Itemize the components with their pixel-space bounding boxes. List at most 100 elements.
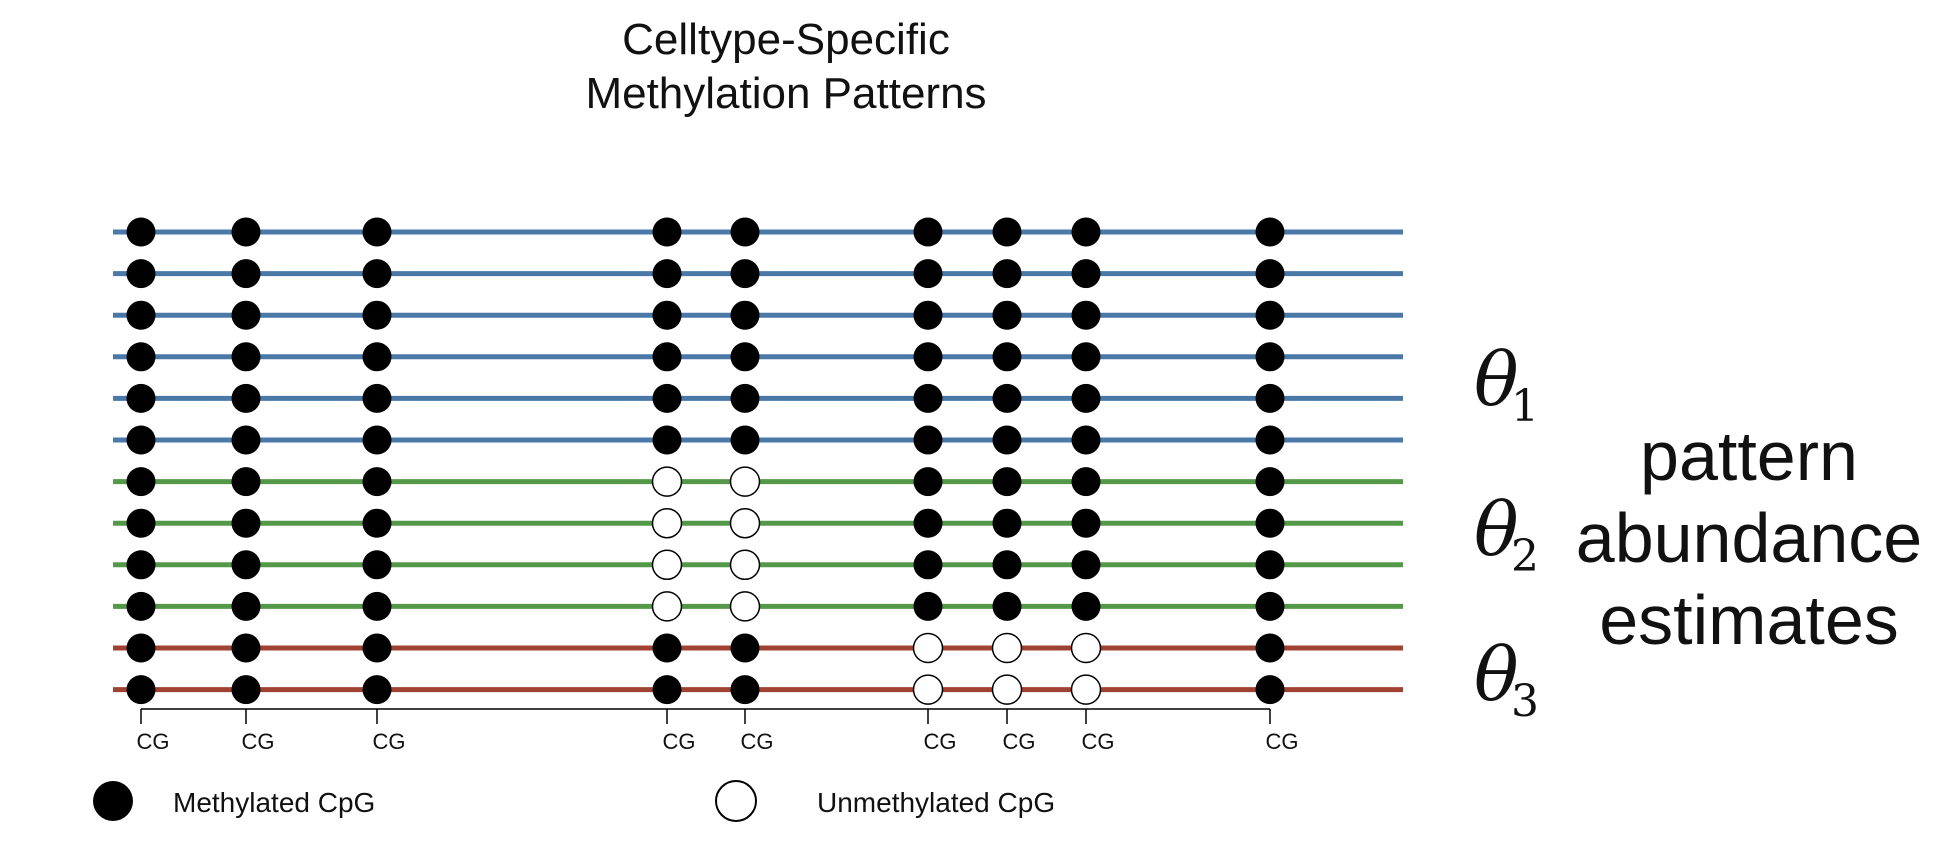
cpg-tick-label: CG: [663, 729, 696, 754]
methylated-cpg-dot: [231, 633, 261, 663]
read-7: [113, 466, 1403, 497]
methylated-cpg-dot: [362, 259, 392, 289]
read-3: [113, 300, 1403, 330]
methylated-cpg-dot: [730, 300, 760, 330]
methylated-cpg-dot: [231, 591, 261, 621]
read-4: [113, 342, 1403, 372]
methylated-cpg-dot: [992, 342, 1022, 372]
unmethylated-cpg-dot: [912, 632, 944, 664]
abundance-label: pattern abundance estimates: [1576, 417, 1922, 659]
methylated-cpg-dot: [652, 217, 682, 247]
methylated-cpg-dot: [1071, 300, 1101, 330]
cpg-tick-label: CG: [373, 729, 406, 754]
methylated-cpg-dot: [1071, 425, 1101, 455]
read-2: [113, 259, 1403, 289]
read-11: [113, 632, 1403, 664]
cpg-tick-label: CG: [924, 729, 957, 754]
methylated-cpg-dot: [1255, 383, 1285, 413]
theta-2-subscript: 2: [1511, 531, 1539, 582]
methylated-cpg-dot: [1071, 591, 1101, 621]
methylated-cpg-dot: [913, 425, 943, 455]
methylated-cpg-dot: [1071, 342, 1101, 372]
methylated-cpg-dot: [913, 300, 943, 330]
methylated-cpg-dot: [1255, 342, 1285, 372]
methylated-cpg-dot: [126, 342, 156, 372]
methylated-cpg-dot: [1255, 217, 1285, 247]
theta-1-symbol: θ: [1474, 337, 1519, 423]
read-9: [113, 549, 1403, 581]
methylated-cpg-dot: [730, 342, 760, 372]
methylated-cpg-dot: [992, 425, 1022, 455]
methylated-cpg-dot: [362, 633, 392, 663]
methylated-cpg-dot: [1071, 508, 1101, 538]
methylated-cpg-dot: [992, 259, 1022, 289]
methylated-cpg-dot: [362, 300, 392, 330]
methylated-cpg-dot: [913, 342, 943, 372]
methylated-cpg-dot: [231, 550, 261, 580]
methylated-cpg-dot: [992, 217, 1022, 247]
abundance-label-line-2: abundance: [1576, 499, 1922, 577]
unmethylated-cpg-dot: [651, 507, 683, 539]
methylated-cpg-dot: [652, 425, 682, 455]
methylated-cpg-dot: [231, 425, 261, 455]
unmethylated-cpg-dot: [729, 507, 761, 539]
methylated-cpg-dot: [362, 550, 392, 580]
methylated-cpg-dot: [126, 508, 156, 538]
methylated-cpg-dot: [913, 591, 943, 621]
theta-2-label: θ 2: [1474, 487, 1539, 582]
methylated-cpg-dot: [1071, 259, 1101, 289]
theta-3-label: θ 3: [1474, 632, 1539, 727]
methylated-cpg-dot: [1071, 217, 1101, 247]
theta-3-symbol: θ: [1474, 632, 1519, 718]
methylated-cpg-dot: [652, 383, 682, 413]
methylated-cpg-dot: [730, 217, 760, 247]
unmethylated-cpg-dot: [991, 674, 1023, 705]
methylated-cpg-dot: [1255, 591, 1285, 621]
legend-methylated-label: Methylated CpG: [173, 787, 375, 818]
legend-unmethylated-label: Unmethylated CpG: [817, 787, 1055, 818]
methylated-cpg-dot: [1071, 550, 1101, 580]
cpg-tick-label: CG: [1082, 729, 1115, 754]
methylated-cpg-dot: [231, 467, 261, 497]
methylated-cpg-dot: [913, 217, 943, 247]
methylated-cpg-dot: [231, 217, 261, 247]
theta-1-subscript: 1: [1511, 381, 1539, 432]
methylated-cpg-dot: [730, 633, 760, 663]
methylated-cpg-dot: [652, 675, 682, 705]
methylated-cpg-dot: [1255, 633, 1285, 663]
methylated-cpg-dot: [126, 259, 156, 289]
methylated-cpg-dot: [231, 675, 261, 705]
methylated-cpg-dot: [992, 508, 1022, 538]
cpg-axis: CG CG CG CG CG CG CG CG CG: [137, 708, 1299, 754]
methylated-cpg-dot: [730, 675, 760, 705]
methylated-cpg-dot: [231, 342, 261, 372]
legend-unmethylated-marker: [715, 780, 757, 822]
methylated-cpg-dot: [992, 591, 1022, 621]
unmethylated-cpg-dot: [1070, 632, 1102, 664]
methylated-cpg-dot: [231, 508, 261, 538]
methylated-cpg-dot: [652, 342, 682, 372]
methylated-cpg-dot: [126, 300, 156, 330]
legend: Methylated CpG Unmethylated CpG: [93, 780, 1055, 822]
methylated-cpg-dot: [126, 217, 156, 247]
reads-layer: [113, 217, 1403, 705]
methylated-cpg-dot: [730, 383, 760, 413]
unmethylated-cpg-dot: [912, 674, 944, 705]
legend-methylated-marker: [93, 781, 133, 821]
methylated-cpg-dot: [1255, 508, 1285, 538]
cpg-tick-label: CG: [242, 729, 275, 754]
cpg-tick-label: CG: [741, 729, 774, 754]
methylated-cpg-dot: [231, 383, 261, 413]
methylated-cpg-dot: [730, 259, 760, 289]
read-1: [113, 217, 1403, 247]
read-6: [113, 425, 1403, 455]
methylated-cpg-dot: [126, 550, 156, 580]
methylated-cpg-dot: [1071, 383, 1101, 413]
abundance-label-line-1: pattern: [1640, 417, 1858, 495]
diagram-title-line-1: Celltype-Specific: [622, 15, 950, 64]
methylated-cpg-dot: [1255, 259, 1285, 289]
methylated-cpg-dot: [362, 508, 392, 538]
theta-3-subscript: 3: [1511, 676, 1539, 727]
methylated-cpg-dot: [652, 259, 682, 289]
unmethylated-cpg-dot: [991, 632, 1023, 664]
